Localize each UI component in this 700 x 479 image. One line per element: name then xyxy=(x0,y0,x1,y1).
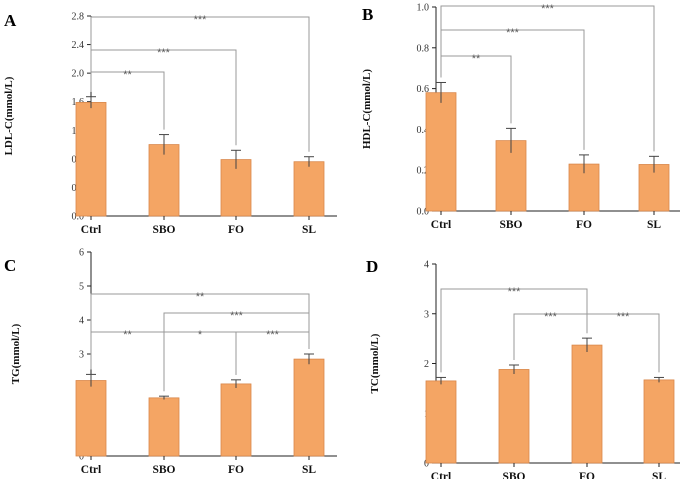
panel-c-significance-label: * xyxy=(198,329,203,341)
panel-c-significance-label: *** xyxy=(230,310,244,322)
panel-c-ytick-label: 0 xyxy=(79,452,84,463)
panel-a-category-label: FO xyxy=(228,224,244,236)
panel-d-significance-label: *** xyxy=(508,286,522,298)
panel-b-significance-label: *** xyxy=(541,3,555,15)
panel-a-ylabel: LDL-C(mmol/L) xyxy=(3,76,15,155)
panel-b-ytick-label: 1.0 xyxy=(417,3,430,14)
panel-a-significance-label: *** xyxy=(157,47,171,59)
panel-b-significance-bracket xyxy=(440,29,585,150)
panel-a-category-label: SL xyxy=(302,224,316,236)
panel-a-bar xyxy=(148,144,180,217)
panel-a-significance-bracket xyxy=(90,16,310,152)
panel-a-significance-label: *** xyxy=(194,14,208,26)
panel-b-ylabel: HDL-C(mmol/L) xyxy=(361,69,373,149)
panel-b-ytick-label: 0.6 xyxy=(417,84,430,95)
panel-b-ytick-label: 0.4 xyxy=(417,125,430,136)
panel-c-bar xyxy=(148,397,180,457)
panel-d-bar xyxy=(643,379,675,464)
panel-d-significance-bracket xyxy=(586,313,660,373)
panel-b-significance-bracket xyxy=(440,5,655,152)
panel-a-bar xyxy=(293,161,325,217)
panel-c-category-label: SBO xyxy=(152,464,175,476)
panel-c-ytick-label: 5 xyxy=(79,282,84,293)
panel-a-category-label: SBO xyxy=(152,224,175,236)
panel-b-category-label: FO xyxy=(576,219,592,231)
panel-c-ytick-label: 6 xyxy=(79,248,84,259)
panel-d-bar xyxy=(498,369,530,464)
panel-a-category-label: Ctrl xyxy=(81,224,101,236)
panel-c-ylabel: TG(mmol/L) xyxy=(10,323,22,384)
panel-a-ytick-label: 2.4 xyxy=(72,40,85,51)
panel-c-significance-label: ** xyxy=(196,291,205,303)
panel-b-ytick-label: 0.8 xyxy=(417,43,430,54)
panel-d-ytick-label: 3 xyxy=(424,309,429,320)
panel-d-significance-label: *** xyxy=(544,311,558,323)
panel-b-category-label: SBO xyxy=(499,219,522,231)
panel-d-significance-label: *** xyxy=(617,311,631,323)
panel-d-ytick-label: 0 xyxy=(424,459,429,470)
panel-c-category-label: SL xyxy=(302,464,316,476)
panel-c-category-label: Ctrl xyxy=(81,464,101,476)
panel-d-bar xyxy=(571,344,603,464)
panel-d-bar xyxy=(425,380,457,464)
panel-d-category-label: Ctrl xyxy=(431,471,451,479)
panel-b-significance-label: ** xyxy=(472,53,481,65)
panel-b-label: B xyxy=(362,5,373,24)
panel-c-ytick-label: 4 xyxy=(79,316,84,327)
panel-a-ytick-label: 0.0 xyxy=(72,212,85,223)
panel-b-significance-label: *** xyxy=(506,27,520,39)
panel-d-significance-bracket xyxy=(440,288,588,373)
panel-d-ytick-label: 2 xyxy=(424,359,429,370)
panel-d-ylabel: TC(mmol/L) xyxy=(369,333,381,393)
panel-c-significance-bracket xyxy=(90,293,310,370)
panel-d-label: D xyxy=(366,257,378,276)
panel-d-category-label: SL xyxy=(652,471,666,479)
panel-a-significance-label: ** xyxy=(123,69,132,81)
panel-a-ytick-label: 2.8 xyxy=(72,12,85,23)
panel-a-ytick-label: 2.0 xyxy=(72,69,85,80)
panel-c-significance-label: ** xyxy=(123,329,132,341)
panel-c-label: C xyxy=(4,256,16,275)
panel-c-bar xyxy=(75,380,107,457)
panel-b-bar xyxy=(425,92,457,212)
panel-d-category-label: FO xyxy=(579,471,595,479)
panel-d-category-label: SBO xyxy=(502,471,525,479)
panel-b-category-label: Ctrl xyxy=(431,219,451,231)
panel-c-ytick-label: 3 xyxy=(79,350,84,361)
panel-c-significance-label: *** xyxy=(266,329,280,341)
panel-b-ytick-label: 0.2 xyxy=(417,166,430,177)
panel-b-ytick-label: 0.0 xyxy=(417,207,430,218)
panel-c-category-label: FO xyxy=(228,464,244,476)
panel-d-ytick-label: 4 xyxy=(424,260,429,271)
panel-c-bar xyxy=(293,358,325,457)
panel-b-category-label: SL xyxy=(647,219,661,231)
panel-a-bar xyxy=(75,102,107,217)
panel-c-bar xyxy=(220,383,252,457)
panel-a-label: A xyxy=(4,11,17,30)
